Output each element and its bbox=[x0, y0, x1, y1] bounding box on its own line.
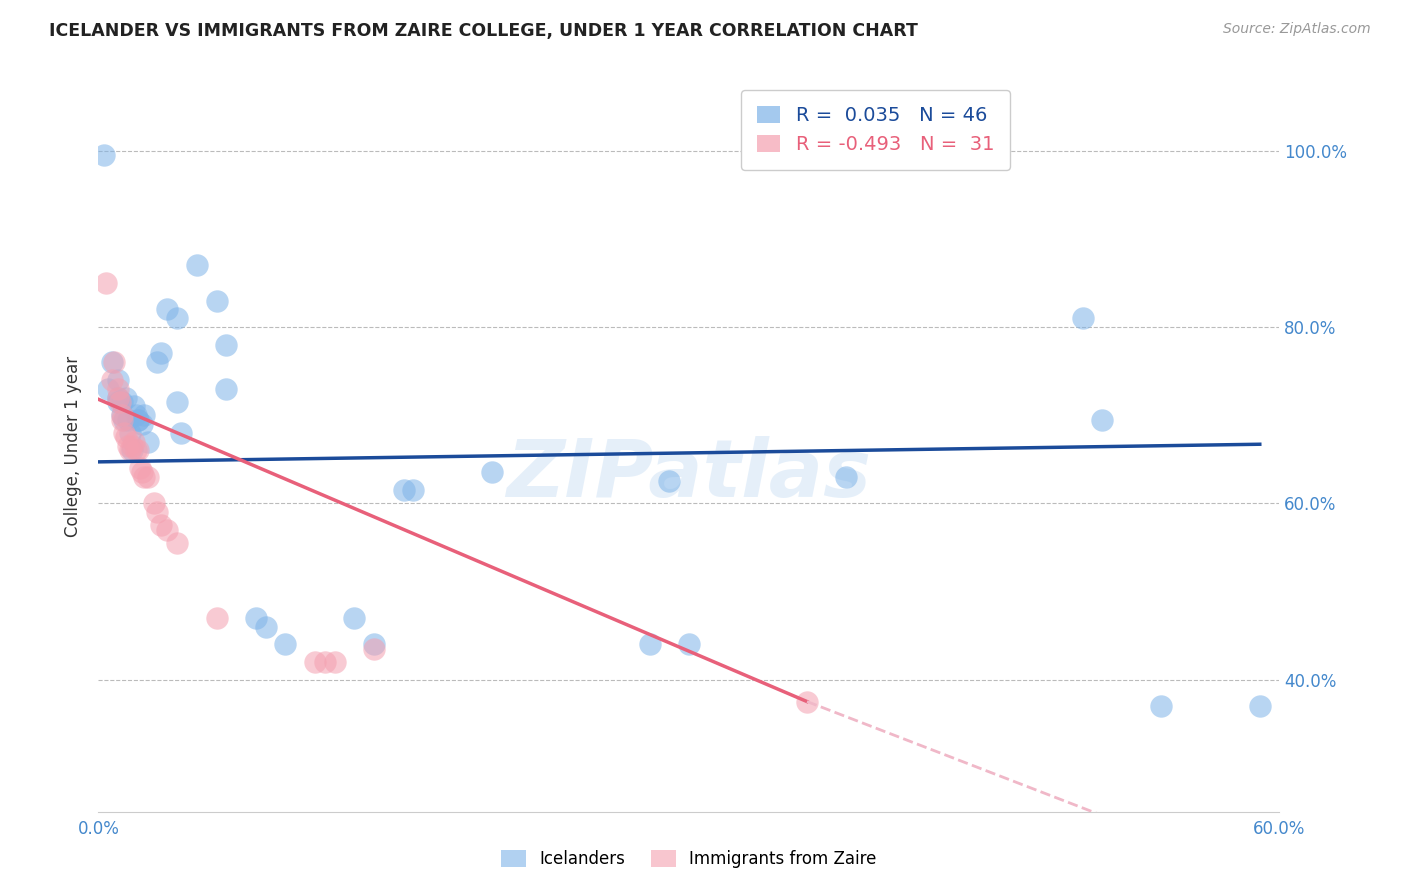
Point bbox=[146, 355, 169, 369]
Point bbox=[150, 518, 173, 533]
Point bbox=[392, 483, 415, 497]
Point bbox=[103, 355, 125, 369]
Point bbox=[107, 373, 129, 387]
Point bbox=[1249, 698, 1271, 713]
Point bbox=[111, 408, 134, 422]
Point bbox=[402, 483, 425, 497]
Text: ICELANDER VS IMMIGRANTS FROM ZAIRE COLLEGE, UNDER 1 YEAR CORRELATION CHART: ICELANDER VS IMMIGRANTS FROM ZAIRE COLLE… bbox=[49, 22, 918, 40]
Point bbox=[93, 148, 115, 162]
Point bbox=[127, 443, 149, 458]
Point bbox=[274, 637, 297, 651]
Point bbox=[136, 434, 159, 449]
Point bbox=[118, 443, 141, 458]
Point bbox=[186, 258, 208, 272]
Point bbox=[115, 391, 138, 405]
Point bbox=[125, 443, 148, 458]
Point bbox=[142, 496, 165, 510]
Point bbox=[304, 655, 326, 669]
Point bbox=[314, 655, 336, 669]
Point bbox=[205, 293, 228, 308]
Point bbox=[115, 430, 138, 444]
Point bbox=[638, 637, 661, 651]
Point bbox=[132, 408, 155, 422]
Text: ZIPatlas: ZIPatlas bbox=[506, 436, 872, 515]
Point bbox=[1071, 311, 1094, 326]
Point bbox=[128, 461, 150, 475]
Point bbox=[166, 395, 188, 409]
Point bbox=[796, 695, 818, 709]
Point bbox=[101, 355, 124, 369]
Point bbox=[678, 637, 700, 651]
Point bbox=[363, 637, 385, 651]
Point bbox=[112, 425, 135, 440]
Point bbox=[166, 536, 188, 550]
Point bbox=[131, 417, 153, 431]
Point bbox=[108, 395, 131, 409]
Point bbox=[121, 439, 143, 453]
Point bbox=[96, 276, 118, 290]
Legend: R =  0.035   N = 46, R = -0.493   N =  31: R = 0.035 N = 46, R = -0.493 N = 31 bbox=[741, 90, 1010, 169]
Point bbox=[658, 475, 681, 489]
Point bbox=[215, 382, 238, 396]
Point bbox=[107, 391, 129, 405]
Point bbox=[146, 505, 169, 519]
Point bbox=[111, 412, 134, 426]
Y-axis label: College, Under 1 year: College, Under 1 year bbox=[63, 355, 82, 537]
Point bbox=[166, 311, 188, 326]
Point bbox=[127, 412, 149, 426]
Point bbox=[481, 466, 503, 480]
Point bbox=[101, 373, 124, 387]
Point bbox=[111, 408, 134, 422]
Point bbox=[343, 611, 366, 625]
Point bbox=[1150, 698, 1173, 713]
Point bbox=[117, 439, 139, 453]
Point bbox=[111, 395, 134, 409]
Point bbox=[121, 443, 143, 458]
Point bbox=[107, 395, 129, 409]
Point bbox=[1091, 412, 1114, 426]
Point bbox=[131, 466, 153, 480]
Legend: Icelanders, Immigrants from Zaire: Icelanders, Immigrants from Zaire bbox=[495, 843, 883, 875]
Point bbox=[97, 382, 120, 396]
Point bbox=[136, 470, 159, 484]
Point bbox=[118, 425, 141, 440]
Text: Source: ZipAtlas.com: Source: ZipAtlas.com bbox=[1223, 22, 1371, 37]
Point bbox=[132, 470, 155, 484]
Point bbox=[150, 346, 173, 360]
Point bbox=[215, 337, 238, 351]
Point bbox=[363, 641, 385, 656]
Point bbox=[112, 412, 135, 426]
Point bbox=[122, 400, 145, 414]
Point bbox=[254, 620, 277, 634]
Point bbox=[835, 470, 858, 484]
Point bbox=[122, 434, 145, 449]
Point bbox=[127, 412, 149, 426]
Point bbox=[125, 408, 148, 422]
Point bbox=[205, 611, 228, 625]
Point bbox=[156, 523, 179, 537]
Point bbox=[323, 655, 346, 669]
Point bbox=[156, 302, 179, 317]
Point bbox=[170, 425, 193, 440]
Point bbox=[107, 391, 129, 405]
Point bbox=[117, 412, 139, 426]
Point bbox=[245, 611, 267, 625]
Point bbox=[107, 382, 129, 396]
